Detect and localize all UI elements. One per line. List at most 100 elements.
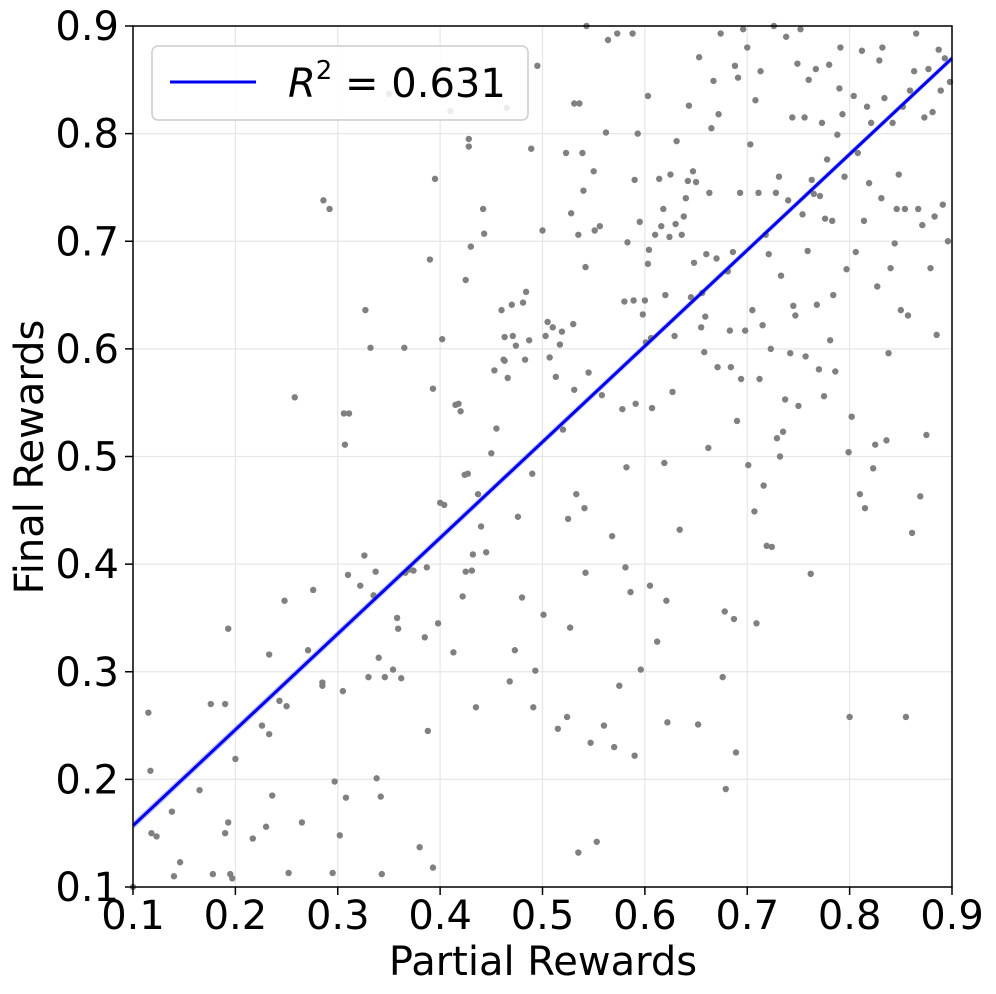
x-axis-label: Partial Rewards (389, 939, 697, 985)
data-point (455, 400, 462, 407)
data-point (632, 400, 639, 407)
y-axis-label: Final Rewards (7, 320, 53, 595)
data-point (854, 149, 862, 157)
data-point (559, 426, 567, 433)
data-point (339, 687, 347, 695)
data-point (651, 231, 659, 238)
data-point (678, 231, 685, 238)
y-tick-label: 0.6 (55, 327, 119, 373)
data-point (518, 594, 526, 601)
data-point (757, 68, 764, 75)
data-point (891, 240, 898, 247)
data-point (631, 752, 638, 759)
data-point (893, 205, 900, 213)
x-tick-label: 0.3 (306, 893, 370, 939)
data-point (676, 526, 683, 533)
data-point (394, 625, 402, 632)
data-point (283, 702, 290, 710)
data-point (663, 597, 670, 604)
data-point (544, 318, 551, 326)
data-point (429, 864, 437, 871)
data-point (730, 615, 738, 623)
data-point (506, 678, 513, 685)
data-point (462, 276, 469, 284)
data-point (671, 332, 678, 340)
x-tick-label: 0.9 (920, 893, 984, 939)
data-point (747, 141, 754, 148)
data-point (863, 103, 871, 110)
data-point (813, 301, 821, 308)
data-point (468, 567, 476, 574)
data-point (794, 60, 801, 67)
data-point (209, 870, 217, 878)
data-point (773, 435, 781, 442)
data-point (600, 722, 608, 729)
data-point (714, 363, 721, 371)
data-point (265, 651, 273, 658)
data-point (790, 302, 797, 310)
data-point (825, 61, 833, 68)
data-point (915, 205, 922, 213)
x-tick-label: 0.7 (715, 893, 779, 939)
data-point (596, 222, 604, 230)
data-point (931, 213, 938, 220)
data-point (619, 405, 626, 413)
data-point (874, 283, 881, 290)
data-point (841, 173, 848, 180)
data-point (902, 713, 910, 721)
data-point (690, 259, 698, 266)
data-point (917, 493, 924, 500)
data-point (673, 137, 680, 145)
data-point (604, 36, 612, 44)
data-point (925, 65, 932, 73)
data-point (867, 119, 875, 127)
data-point (528, 145, 535, 152)
data-point (802, 353, 809, 360)
data-point (861, 504, 869, 512)
data-point (739, 26, 747, 33)
data-point (627, 588, 634, 596)
data-point (319, 682, 326, 689)
data-point (472, 704, 480, 711)
data-point (459, 593, 466, 600)
data-point (919, 221, 926, 229)
data-point (756, 375, 763, 383)
data-point (860, 217, 868, 225)
data-point (830, 291, 837, 299)
data-point (815, 366, 823, 373)
data-point (777, 272, 785, 279)
data-point (732, 749, 740, 756)
data-point (482, 549, 490, 556)
data-point (706, 189, 713, 197)
x-tick-label: 0.5 (511, 893, 575, 939)
legend-exponent: 2 (316, 56, 333, 86)
data-point (276, 697, 283, 705)
data-point (648, 404, 656, 412)
data-point (682, 195, 690, 202)
data-point (799, 211, 806, 218)
data-point (438, 335, 446, 343)
data-point (839, 111, 846, 118)
data-point (742, 327, 749, 334)
data-point (431, 175, 439, 183)
data-point (580, 187, 587, 194)
data-point (689, 168, 697, 175)
y-tick-label: 0.3 (55, 650, 119, 696)
data-point (373, 775, 380, 782)
data-point (637, 666, 644, 673)
data-point (775, 173, 783, 180)
data-point (421, 634, 428, 641)
data-point (719, 673, 726, 681)
data-point (582, 263, 589, 271)
data-point (424, 727, 432, 735)
data-point (801, 114, 808, 121)
x-tick-label: 0.4 (408, 893, 472, 939)
data-point (684, 177, 692, 185)
data-point (736, 189, 744, 197)
data-point (221, 829, 229, 837)
data-point (221, 700, 229, 708)
data-point (941, 55, 949, 62)
data-point (792, 312, 799, 319)
data-point (521, 356, 529, 363)
